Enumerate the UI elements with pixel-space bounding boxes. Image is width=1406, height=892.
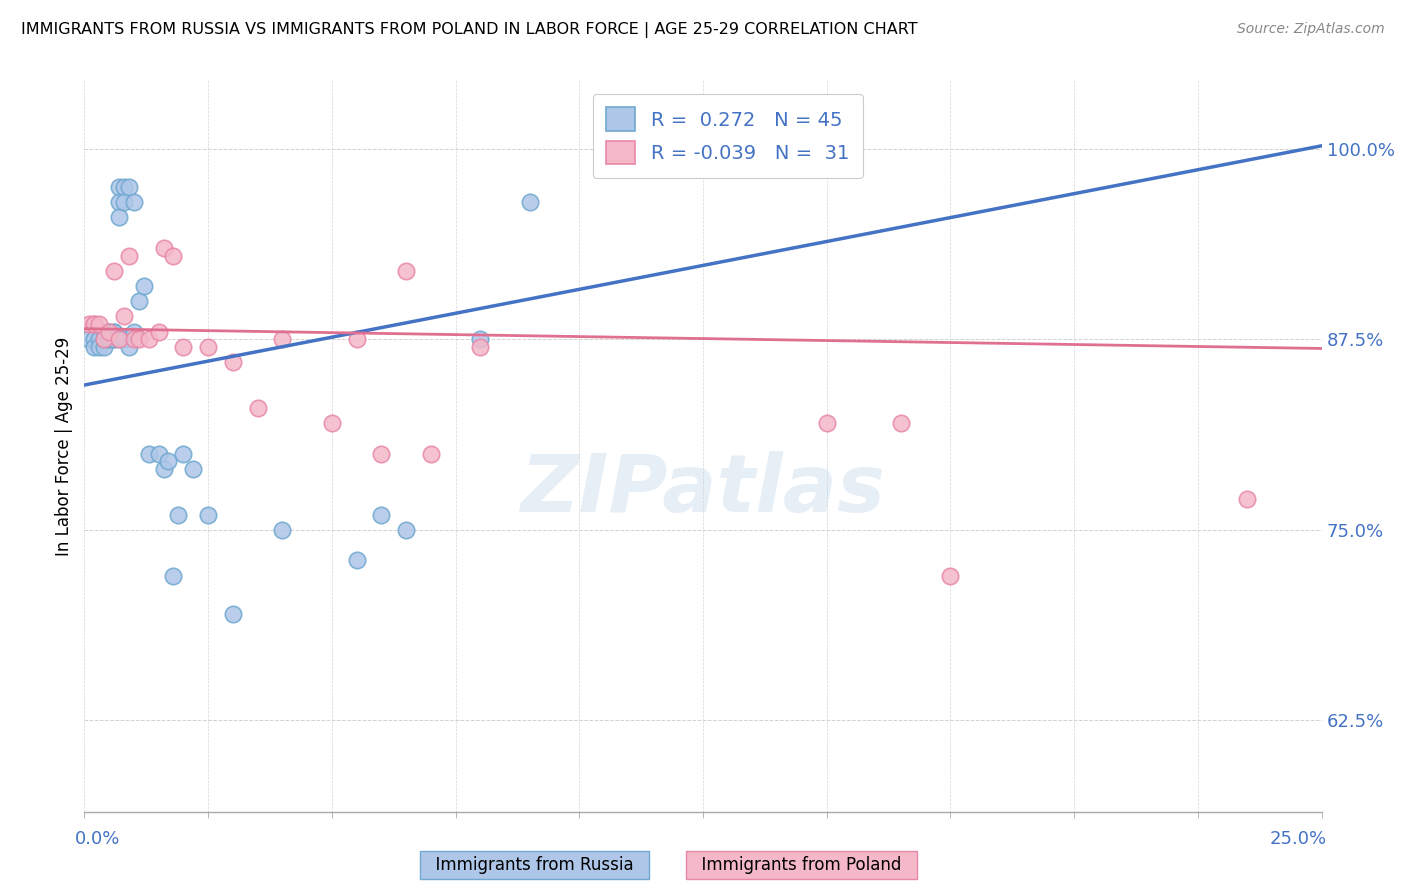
Legend: R =  0.272   N = 45, R = -0.039   N =  31: R = 0.272 N = 45, R = -0.039 N = 31 <box>592 94 863 178</box>
Text: 0.0%: 0.0% <box>75 830 120 848</box>
Point <box>157 454 180 468</box>
Point <box>939 568 962 582</box>
Point <box>395 264 418 278</box>
Point <box>122 195 145 210</box>
Point <box>112 332 135 346</box>
Point <box>138 447 160 461</box>
Point <box>222 607 245 621</box>
Point <box>321 416 343 430</box>
Point <box>122 325 145 339</box>
Point <box>162 568 184 582</box>
Point <box>419 447 441 461</box>
Text: Immigrants from Russia: Immigrants from Russia <box>425 856 644 874</box>
Point <box>197 340 219 354</box>
Y-axis label: In Labor Force | Age 25-29: In Labor Force | Age 25-29 <box>55 336 73 556</box>
Text: 25.0%: 25.0% <box>1270 830 1327 848</box>
Point <box>112 180 135 194</box>
Point <box>79 332 101 346</box>
Point <box>93 340 115 354</box>
Point <box>395 523 418 537</box>
Point <box>172 340 194 354</box>
Point <box>470 340 492 354</box>
Point <box>89 317 111 331</box>
Point <box>108 195 131 210</box>
Point <box>167 508 190 522</box>
Point <box>112 195 135 210</box>
Point <box>152 241 174 255</box>
Point <box>128 294 150 309</box>
Point <box>138 332 160 346</box>
Point <box>98 325 121 339</box>
Point <box>103 264 125 278</box>
Point <box>346 332 368 346</box>
Point <box>83 317 105 331</box>
Point <box>93 332 115 346</box>
Point <box>83 340 105 354</box>
Point <box>222 355 245 369</box>
Point <box>162 248 184 262</box>
Text: ZIPatlas: ZIPatlas <box>520 450 886 529</box>
Point <box>271 523 294 537</box>
Point <box>118 340 141 354</box>
Point <box>83 317 105 331</box>
Point <box>148 447 170 461</box>
Point <box>470 332 492 346</box>
Point <box>118 180 141 194</box>
Point <box>370 508 392 522</box>
Point <box>148 325 170 339</box>
Point <box>197 508 219 522</box>
Point <box>346 553 368 567</box>
Point <box>890 416 912 430</box>
Point <box>83 332 105 346</box>
Point <box>103 332 125 346</box>
Point <box>108 332 131 346</box>
Point <box>98 332 121 346</box>
Point <box>108 332 131 346</box>
Text: Immigrants from Poland: Immigrants from Poland <box>690 856 912 874</box>
Point <box>89 332 111 346</box>
Point <box>79 317 101 331</box>
Point <box>519 195 541 210</box>
Point <box>370 447 392 461</box>
Point <box>103 325 125 339</box>
Point <box>118 248 141 262</box>
Point <box>271 332 294 346</box>
Point <box>89 340 111 354</box>
Point <box>1236 492 1258 507</box>
Text: IMMIGRANTS FROM RUSSIA VS IMMIGRANTS FROM POLAND IN LABOR FORCE | AGE 25-29 CORR: IMMIGRANTS FROM RUSSIA VS IMMIGRANTS FRO… <box>21 22 918 38</box>
Point <box>181 462 204 476</box>
Text: Source: ZipAtlas.com: Source: ZipAtlas.com <box>1237 22 1385 37</box>
Point <box>98 325 121 339</box>
Point <box>172 447 194 461</box>
Point <box>93 332 115 346</box>
Point <box>103 325 125 339</box>
Point <box>246 401 269 415</box>
Point <box>815 416 838 430</box>
Point <box>98 332 121 346</box>
Point <box>152 462 174 476</box>
Point <box>108 180 131 194</box>
Point <box>128 332 150 346</box>
Point <box>112 310 135 324</box>
Point <box>132 279 155 293</box>
Point <box>93 325 115 339</box>
Point <box>122 332 145 346</box>
Point <box>108 211 131 225</box>
Point <box>103 332 125 346</box>
Point <box>98 325 121 339</box>
